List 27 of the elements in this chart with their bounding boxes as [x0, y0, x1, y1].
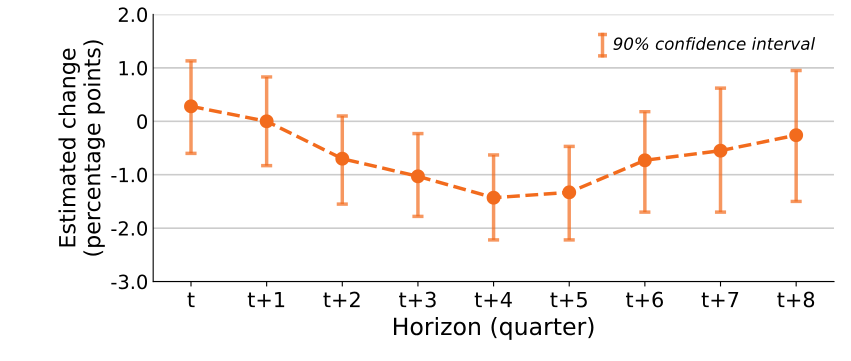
- y-axis-title: Estimated change (percentage points): [58, 40, 105, 256]
- y-tick-label: -1.0: [111, 168, 148, 182]
- x-tick-label: t: [187, 292, 195, 308]
- annotation: 90% confidence interval: [613, 37, 816, 50]
- point: [335, 152, 350, 166]
- y-tick-label: 0: [137, 114, 148, 129]
- point: [260, 114, 274, 128]
- point: [789, 128, 804, 142]
- x-tick-label: t+8: [777, 292, 814, 308]
- x-tick-label: t+1: [248, 292, 284, 308]
- point: [184, 99, 198, 114]
- x-tick-label: t+4: [474, 292, 512, 308]
- y-tick-label: -3.0: [111, 274, 148, 290]
- y-tick-label: 2.0: [118, 7, 148, 22]
- x-tick-label: t+5: [550, 292, 587, 308]
- point: [486, 190, 501, 205]
- point: [562, 185, 576, 200]
- x-tick-label: t+6: [626, 292, 663, 308]
- point: [714, 144, 728, 158]
- point: [638, 153, 652, 168]
- x-tick-label: t+3: [399, 292, 436, 308]
- point: [410, 169, 425, 184]
- y-tick-label: 1.0: [120, 60, 148, 76]
- x-tick-label: t+2: [323, 292, 360, 308]
- x-axis-title: Horizon (quarter): [394, 317, 594, 340]
- y-tick-label: -2.0: [111, 221, 148, 236]
- x-tick-label: t+7: [702, 292, 738, 308]
